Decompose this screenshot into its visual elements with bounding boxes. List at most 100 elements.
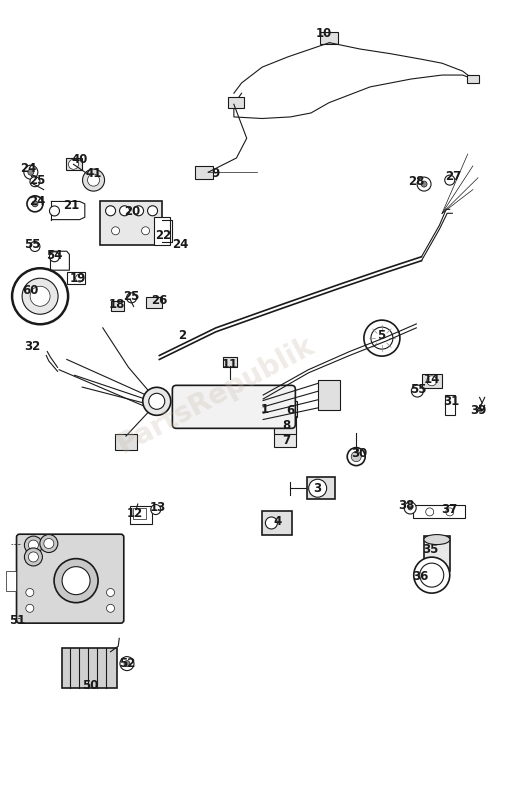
Circle shape	[28, 540, 39, 550]
Bar	[131, 506, 152, 524]
Circle shape	[12, 269, 68, 324]
Circle shape	[26, 604, 34, 612]
Circle shape	[83, 169, 104, 191]
Bar	[67, 272, 85, 284]
Circle shape	[408, 506, 412, 510]
Bar	[133, 508, 146, 519]
Circle shape	[445, 175, 455, 185]
Bar	[424, 536, 450, 570]
Text: 36: 36	[412, 570, 429, 583]
Bar	[467, 75, 479, 83]
Text: 3: 3	[313, 482, 321, 495]
Ellipse shape	[424, 535, 450, 544]
Circle shape	[49, 206, 60, 216]
Text: 37: 37	[442, 503, 458, 516]
Circle shape	[24, 536, 43, 554]
Bar	[62, 648, 118, 687]
Text: 8: 8	[283, 419, 291, 431]
Circle shape	[44, 539, 54, 548]
Circle shape	[30, 177, 40, 186]
Circle shape	[112, 227, 120, 235]
Circle shape	[426, 508, 434, 516]
Text: 55: 55	[24, 239, 40, 251]
Text: 54: 54	[46, 249, 62, 261]
Text: 11: 11	[222, 359, 238, 371]
Text: 38: 38	[398, 499, 414, 512]
Circle shape	[120, 656, 134, 671]
Circle shape	[446, 508, 454, 516]
Circle shape	[143, 387, 171, 416]
Circle shape	[427, 376, 437, 386]
Circle shape	[106, 604, 115, 612]
Circle shape	[364, 320, 400, 356]
Text: 51: 51	[9, 614, 25, 626]
Text: 14: 14	[424, 373, 440, 386]
Circle shape	[49, 252, 60, 261]
Circle shape	[141, 227, 150, 235]
Circle shape	[347, 448, 365, 465]
Circle shape	[120, 205, 130, 216]
Text: 10: 10	[316, 27, 332, 40]
Circle shape	[414, 557, 450, 593]
Bar	[307, 477, 335, 499]
Text: 35: 35	[423, 543, 439, 555]
Text: 30: 30	[352, 447, 368, 460]
Bar	[154, 216, 171, 245]
Circle shape	[265, 517, 278, 529]
Bar	[262, 511, 291, 535]
Text: 41: 41	[85, 167, 102, 180]
Bar	[111, 301, 124, 310]
Circle shape	[411, 385, 424, 397]
Circle shape	[148, 205, 158, 216]
Text: 9: 9	[212, 167, 220, 180]
Bar	[445, 395, 455, 416]
Circle shape	[22, 278, 58, 314]
Text: 4: 4	[273, 515, 282, 528]
Circle shape	[149, 393, 165, 409]
Bar	[100, 201, 161, 245]
Circle shape	[24, 548, 43, 566]
Bar	[274, 416, 296, 434]
Circle shape	[30, 242, 40, 251]
Text: 2: 2	[178, 329, 187, 342]
Text: 7: 7	[283, 435, 291, 447]
Text: 25: 25	[123, 290, 140, 303]
Text: 19: 19	[70, 273, 86, 285]
Text: 52: 52	[119, 657, 135, 670]
Bar	[320, 32, 339, 44]
Bar	[223, 357, 237, 367]
Circle shape	[151, 505, 161, 514]
Circle shape	[124, 660, 130, 667]
Circle shape	[134, 205, 143, 216]
Circle shape	[308, 480, 327, 497]
Text: 18: 18	[109, 298, 125, 310]
Circle shape	[28, 552, 39, 562]
Circle shape	[126, 293, 137, 303]
Text: 28: 28	[408, 175, 425, 188]
Circle shape	[351, 452, 361, 461]
Circle shape	[421, 181, 427, 187]
Bar	[194, 166, 213, 179]
Text: 21: 21	[63, 199, 79, 212]
Bar	[413, 506, 466, 518]
Text: 32: 32	[24, 340, 41, 352]
Circle shape	[27, 196, 43, 212]
Bar	[277, 401, 297, 417]
Text: 24: 24	[29, 195, 45, 208]
Text: 60: 60	[23, 284, 39, 297]
Circle shape	[371, 327, 393, 349]
Bar	[6, 570, 16, 591]
Bar	[318, 380, 340, 410]
Text: 22: 22	[155, 229, 172, 242]
Circle shape	[106, 589, 115, 596]
Text: 50: 50	[82, 679, 98, 692]
Circle shape	[87, 174, 100, 186]
Text: 25: 25	[29, 174, 46, 186]
Circle shape	[62, 566, 90, 595]
Bar	[422, 374, 442, 388]
Text: 12: 12	[127, 507, 143, 520]
Text: 6: 6	[286, 404, 295, 417]
Circle shape	[105, 205, 116, 216]
Text: 13: 13	[150, 502, 167, 514]
Circle shape	[420, 563, 444, 587]
